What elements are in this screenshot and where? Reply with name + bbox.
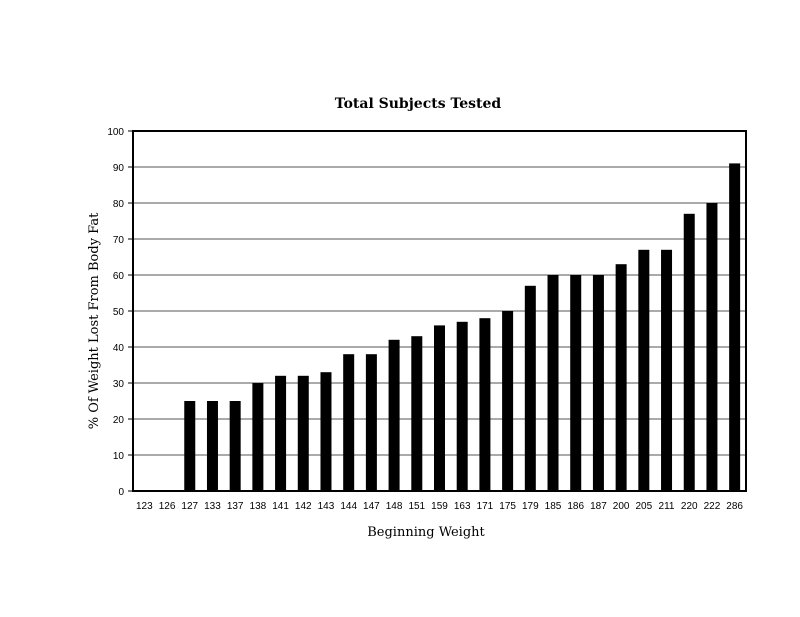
bar-187 <box>592 275 604 491</box>
x-tick-label: 137 <box>227 501 244 512</box>
x-tick-label: 205 <box>635 501 652 512</box>
x-tick-label: 163 <box>454 501 471 512</box>
x-tick-label: 126 <box>159 501 176 512</box>
bar-127 <box>184 401 196 491</box>
bar-144 <box>343 354 355 491</box>
x-tick-label: 144 <box>340 501 357 512</box>
x-tick-label: 200 <box>613 501 630 512</box>
x-tick-label: 147 <box>363 501 380 512</box>
bar-141 <box>275 375 287 491</box>
x-tick-label: 143 <box>318 501 335 512</box>
x-tick-label: 127 <box>181 501 198 512</box>
bar-171 <box>479 318 491 491</box>
y-tick-label: 80 <box>113 199 125 210</box>
chart-title: Total Subjects Tested <box>335 96 502 112</box>
y-tick-label: 50 <box>113 307 125 318</box>
y-tick-label: 70 <box>113 235 125 246</box>
x-tick-label: 159 <box>431 501 448 512</box>
y-tick-label: 60 <box>113 271 125 282</box>
bar-211 <box>661 249 673 491</box>
x-axis-ticks: 123 126 127 133 137 138 141 142 143 144 147 148 151 1… <box>136 501 743 512</box>
y-tick-label: 90 <box>113 163 125 174</box>
y-tick-label: 0 <box>118 487 124 498</box>
x-tick-label: 187 <box>590 501 607 512</box>
bar-220 <box>683 213 695 492</box>
x-tick-label: 171 <box>477 501 494 512</box>
bar-159 <box>434 325 445 491</box>
bar-200 <box>615 264 627 491</box>
x-axis-title: Beginning Weight <box>367 525 485 540</box>
x-tick-label: 123 <box>136 501 153 512</box>
x-tick-label: 148 <box>386 501 403 512</box>
bar-142 <box>297 375 309 491</box>
x-tick-label: 179 <box>522 501 539 512</box>
x-tick-label: 175 <box>499 501 516 512</box>
x-tick-label: 151 <box>408 501 425 512</box>
bar-138 <box>252 383 264 491</box>
bar-222 <box>706 203 718 491</box>
y-tick-label: 30 <box>113 379 125 390</box>
bar-286 <box>729 163 741 491</box>
y-axis-ticks: 0 10 20 30 40 50 60 70 80 90 100 <box>107 127 133 498</box>
x-tick-label: 222 <box>704 501 721 512</box>
bar-147 <box>365 354 377 491</box>
x-tick-label: 186 <box>567 501 584 512</box>
bar-148 <box>388 339 400 491</box>
x-tick-label: 286 <box>726 501 743 512</box>
bar-151 <box>411 336 423 491</box>
y-tick-label: 100 <box>107 127 124 138</box>
bar-175 <box>502 311 514 491</box>
bar-186 <box>570 275 582 491</box>
bar-163 <box>456 321 468 491</box>
y-tick-label: 40 <box>113 343 125 354</box>
x-tick-label: 141 <box>272 501 289 512</box>
bar-143 <box>320 372 332 491</box>
y-tick-label: 10 <box>113 451 125 462</box>
bar-185 <box>547 275 559 491</box>
y-axis-title: % Of Weight Lost From Body Fat <box>87 212 102 429</box>
bar-137 <box>229 401 241 491</box>
x-tick-label: 220 <box>681 501 698 512</box>
bar-205 <box>638 249 650 491</box>
x-tick-label: 133 <box>204 501 221 512</box>
x-tick-label: 185 <box>545 501 562 512</box>
bar-179 <box>524 285 536 491</box>
bar-133 <box>206 401 218 491</box>
x-tick-label: 211 <box>659 501 675 512</box>
x-tick-label: 142 <box>295 501 312 512</box>
bars <box>184 163 741 492</box>
x-tick-label: 138 <box>250 501 267 512</box>
y-tick-label: 20 <box>113 415 125 426</box>
